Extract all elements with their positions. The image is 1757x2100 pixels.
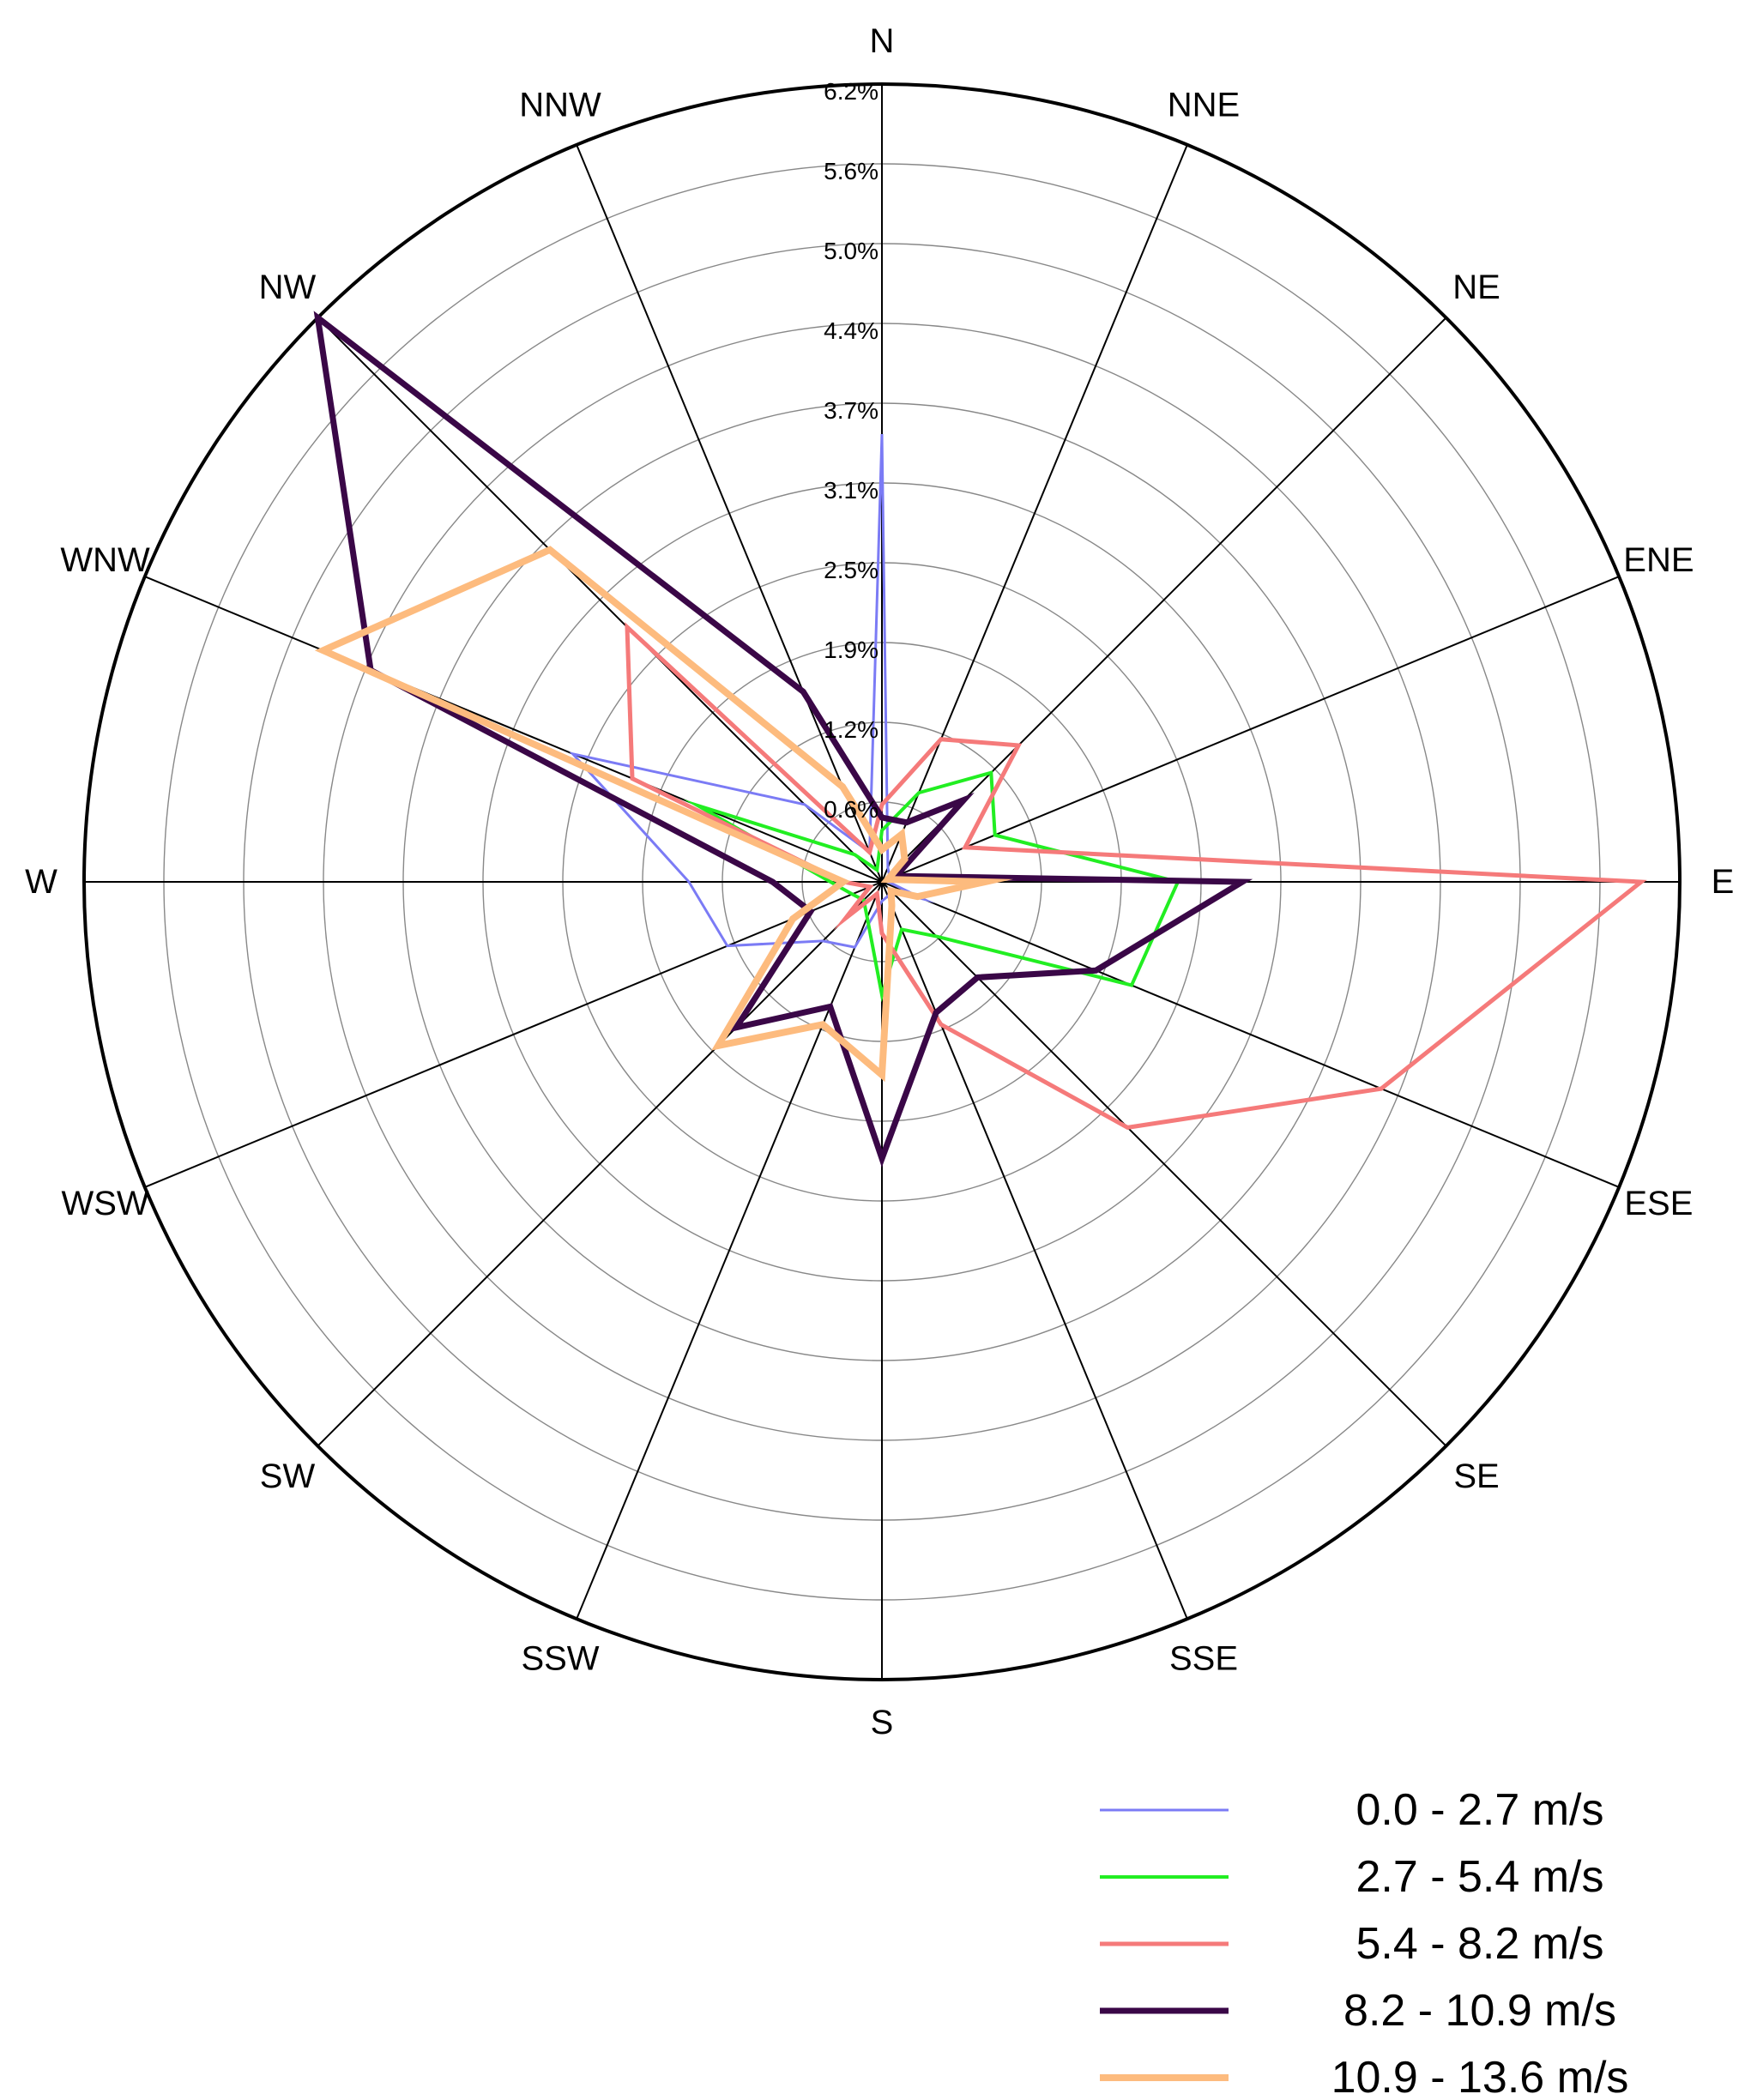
radial-tick-label: 1.9% <box>824 637 878 663</box>
direction-label-n: N <box>870 22 895 60</box>
spoke-sse <box>881 881 1188 1620</box>
radial-tick-label: 2.5% <box>824 557 878 583</box>
direction-label-ese: ESE <box>1624 1185 1693 1222</box>
series-lines <box>313 311 1647 1168</box>
spoke-ssw <box>576 881 883 1620</box>
direction-label-ne: NE <box>1452 269 1500 306</box>
direction-label-ssw: SSW <box>521 1639 599 1677</box>
radial-tick-label: 4.4% <box>824 317 878 344</box>
radial-tick-label: 0.6% <box>824 796 878 823</box>
legend-label-4: 8.2 - 10.9 m/s <box>1343 1986 1616 2036</box>
direction-label-sw: SW <box>260 1457 316 1495</box>
series-line-5 <box>314 546 1014 1083</box>
spoke-ese <box>881 881 1620 1188</box>
direction-label-se: SE <box>1453 1457 1499 1495</box>
legend-label-5: 10.9 - 13.6 m/s <box>1331 2053 1629 2100</box>
direction-label-wnw: WNW <box>60 541 150 579</box>
spoke-ne <box>881 317 1447 883</box>
spoke-se <box>881 881 1447 1447</box>
spoke-ene <box>881 576 1620 883</box>
legend: 0.0 - 2.7 m/s 2.7 - 5.4 m/s 5.4 - 8.2 m/s 8… <box>1100 1785 1628 2100</box>
radial-tick-label: 6.2% <box>824 78 878 105</box>
spoke-nne <box>881 144 1188 883</box>
direction-label-e: E <box>1712 863 1735 901</box>
direction-label-w: W <box>25 863 57 901</box>
series-line-2 <box>683 770 1180 1003</box>
radial-tick-label: 5.6% <box>824 158 878 184</box>
series-line-3 <box>625 622 1647 1131</box>
series-line-4 <box>313 311 1253 1168</box>
radial-tick-label: 1.2% <box>824 716 878 743</box>
radial-tick-labels: 0.6% 1.2% 1.9% 2.5% 3.1% 3.7% 4.4% 5.0% 5.6% 6.2% <box>824 78 878 823</box>
spoke-nnw <box>576 144 883 883</box>
direction-labels: N NNE NE ENE E ESE SE SSE S SSW SW WSW W WNW NW NNW <box>25 22 1734 1741</box>
spoke-wnw <box>144 576 883 883</box>
radial-tick-label: 3.7% <box>824 397 878 424</box>
direction-label-sse: SSE <box>1169 1639 1238 1677</box>
spoke-sw <box>317 881 883 1447</box>
spoke-nw <box>317 317 883 883</box>
direction-label-ene: ENE <box>1623 541 1694 579</box>
legend-label-1: 0.0 - 2.7 m/s <box>1356 1785 1604 1835</box>
legend-label-3: 5.4 - 8.2 m/s <box>1356 1919 1604 1969</box>
direction-label-wsw: WSW <box>62 1185 149 1222</box>
direction-label-nne: NNE <box>1168 87 1240 124</box>
radial-tick-label: 5.0% <box>824 238 878 264</box>
direction-label-nnw: NNW <box>519 87 601 124</box>
direction-label-s: S <box>871 1704 894 1741</box>
radial-tick-label: 3.1% <box>824 477 878 504</box>
spoke-wsw <box>144 881 883 1188</box>
legend-label-2: 2.7 - 5.4 m/s <box>1356 1852 1604 1902</box>
direction-label-nw: NW <box>259 269 317 306</box>
